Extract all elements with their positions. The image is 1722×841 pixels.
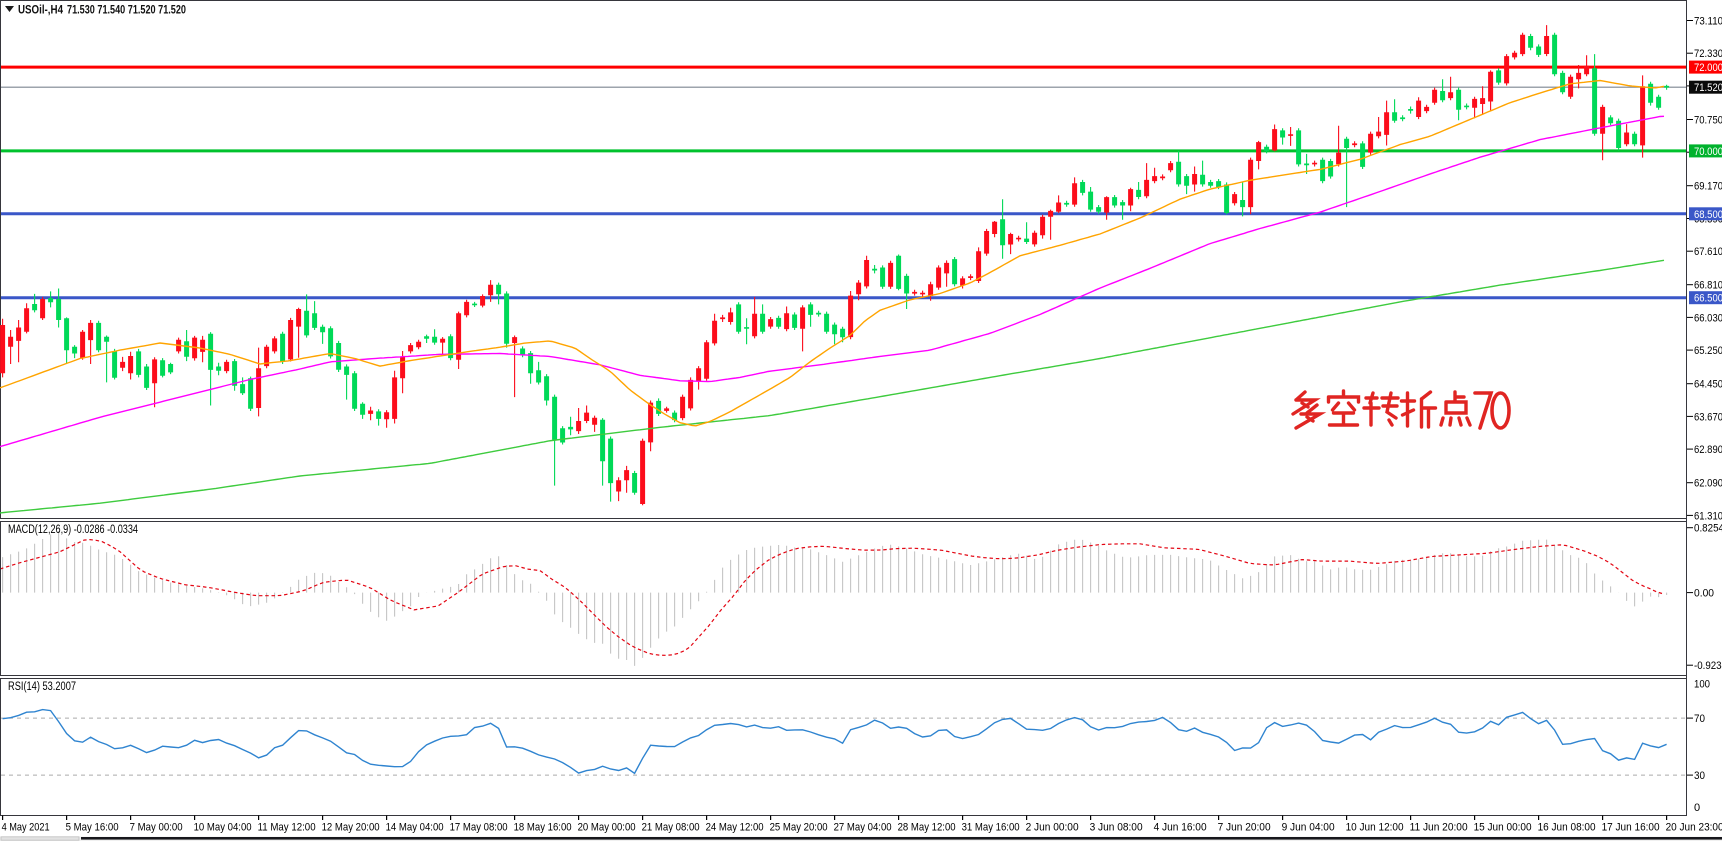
- svg-text:3 Jun 08:00: 3 Jun 08:00: [1090, 822, 1143, 834]
- svg-text:0.00: 0.00: [1694, 588, 1714, 600]
- svg-text:11 May 12:00: 11 May 12:00: [258, 822, 316, 834]
- svg-text:72.000: 72.000: [1694, 62, 1722, 74]
- svg-text:31 May 16:00: 31 May 16:00: [962, 822, 1020, 834]
- svg-text:72.330: 72.330: [1694, 48, 1722, 60]
- svg-text:62.090: 62.090: [1694, 478, 1722, 490]
- svg-text:21 May 08:00: 21 May 08:00: [642, 822, 700, 834]
- svg-text:66.810: 66.810: [1694, 280, 1722, 292]
- svg-text:28 May 12:00: 28 May 12:00: [898, 822, 956, 834]
- svg-text:71.520: 71.520: [1694, 82, 1722, 94]
- svg-text:16 Jun 08:00: 16 Jun 08:00: [1538, 822, 1596, 834]
- svg-text:2 Jun 00:00: 2 Jun 00:00: [1026, 822, 1079, 834]
- svg-text:4 May 2021: 4 May 2021: [2, 822, 50, 834]
- svg-text:71.530 71.540 71.520 71.520: 71.530 71.540 71.520 71.520: [67, 5, 186, 17]
- svg-text:70.750: 70.750: [1694, 115, 1722, 127]
- svg-text:-0.9234: -0.9234: [1694, 660, 1722, 672]
- svg-text:12 May 20:00: 12 May 20:00: [322, 822, 380, 834]
- svg-text:63.670: 63.670: [1694, 411, 1722, 423]
- svg-text:20 May 00:00: 20 May 00:00: [578, 822, 636, 834]
- svg-text:0: 0: [1694, 802, 1700, 814]
- svg-text:5 May 16:00: 5 May 16:00: [66, 822, 119, 834]
- svg-text:66.500: 66.500: [1694, 293, 1722, 305]
- svg-text:4 Jun 16:00: 4 Jun 16:00: [1154, 822, 1207, 834]
- svg-text:9 Jun 04:00: 9 Jun 04:00: [1282, 822, 1335, 834]
- svg-text:RSI(14) 53.2007: RSI(14) 53.2007: [8, 681, 76, 693]
- svg-text:MACD(12,26,9) -0.0286 -0.0334: MACD(12,26,9) -0.0286 -0.0334: [8, 524, 138, 536]
- svg-text:70.000: 70.000: [1694, 146, 1722, 158]
- svg-text:USOil-,H4: USOil-,H4: [18, 5, 64, 17]
- svg-text:11 Jun 20:00: 11 Jun 20:00: [1410, 822, 1468, 834]
- svg-text:73.110: 73.110: [1694, 16, 1722, 28]
- svg-text:70: 70: [1694, 713, 1705, 725]
- svg-text:20 Jun 23:00: 20 Jun 23:00: [1666, 822, 1722, 834]
- svg-text:17 Jun 16:00: 17 Jun 16:00: [1602, 822, 1660, 834]
- svg-text:10 Jun 12:00: 10 Jun 12:00: [1346, 822, 1404, 834]
- svg-text:67.610: 67.610: [1694, 246, 1722, 258]
- svg-text:30: 30: [1694, 770, 1705, 782]
- svg-text:68.500: 68.500: [1694, 209, 1722, 221]
- svg-text:0.8254: 0.8254: [1694, 523, 1722, 535]
- svg-text:27 May 04:00: 27 May 04:00: [834, 822, 892, 834]
- svg-text:25 May 20:00: 25 May 20:00: [770, 822, 828, 834]
- svg-text:14 May 04:00: 14 May 04:00: [386, 822, 444, 834]
- svg-text:17 May 08:00: 17 May 08:00: [450, 822, 508, 834]
- svg-text:10 May 04:00: 10 May 04:00: [194, 822, 252, 834]
- svg-text:15 Jun 00:00: 15 Jun 00:00: [1474, 822, 1532, 834]
- svg-text:7 May 00:00: 7 May 00:00: [130, 822, 183, 834]
- svg-text:24 May 12:00: 24 May 12:00: [706, 822, 764, 834]
- svg-text:62.890: 62.890: [1694, 444, 1722, 456]
- svg-text:7 Jun 20:00: 7 Jun 20:00: [1218, 822, 1271, 834]
- svg-text:61.310: 61.310: [1694, 510, 1722, 522]
- svg-text:100: 100: [1694, 679, 1710, 691]
- svg-text:69.170: 69.170: [1694, 181, 1722, 193]
- svg-text:65.250: 65.250: [1694, 345, 1722, 357]
- svg-text:64.450: 64.450: [1694, 379, 1722, 391]
- svg-text:66.030: 66.030: [1694, 312, 1722, 324]
- svg-text:18 May 16:00: 18 May 16:00: [514, 822, 572, 834]
